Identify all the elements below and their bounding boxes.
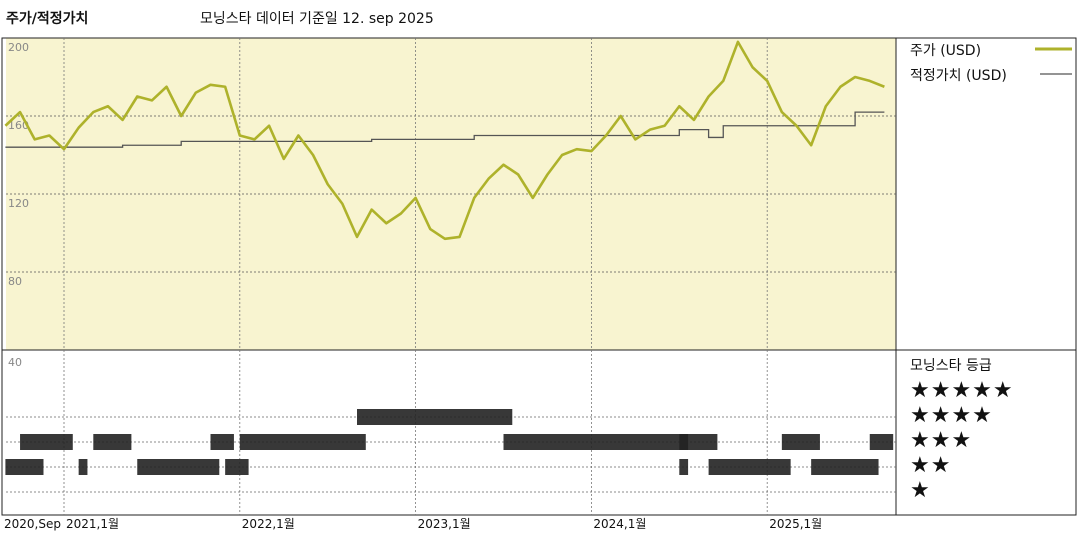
star-row-1: ★ bbox=[910, 478, 931, 503]
rating-period-bar bbox=[679, 434, 718, 450]
star-row-3: ★★★ bbox=[910, 428, 973, 453]
rating-period-bar bbox=[137, 459, 220, 475]
rating-timeline bbox=[5, 409, 894, 475]
x-tick-label: 2023,1월 bbox=[418, 517, 471, 531]
rating-period-bar bbox=[357, 409, 513, 425]
rating-period-bar bbox=[869, 434, 894, 450]
fair-value-line bbox=[5, 111, 885, 148]
rating-period-bar bbox=[20, 434, 73, 450]
x-tick-label: 2020,Sep bbox=[4, 517, 61, 531]
rating-period-bar bbox=[239, 434, 366, 450]
data-date-subtitle: 모닝스타 데이터 기준일 12. sep 2025 bbox=[200, 11, 434, 27]
rating-period-bar bbox=[811, 459, 879, 475]
rating-period-bar bbox=[78, 459, 88, 475]
x-tick-label: 2022,1월 bbox=[242, 517, 295, 531]
y-tick-label: 160 bbox=[8, 119, 29, 132]
star-row-5: ★★★★★ bbox=[910, 378, 1014, 403]
y-axis-ticks: 200 160 120 80 40 bbox=[8, 41, 29, 369]
rating-legend-title: 모닝스타 등급 bbox=[910, 358, 992, 374]
rating-period-bar bbox=[708, 459, 791, 475]
x-tick-label: 2025,1월 bbox=[769, 517, 822, 531]
star-row-4: ★★★★ bbox=[910, 403, 993, 428]
chart-title: 주가/적정가치 bbox=[6, 11, 89, 27]
y-tick-label: 120 bbox=[8, 197, 29, 210]
rating-period-bar bbox=[93, 434, 132, 450]
rating-period-bar bbox=[225, 459, 249, 475]
price-line bbox=[4, 40, 885, 241]
y-tick-label: 200 bbox=[8, 41, 29, 54]
chart-series bbox=[4, 40, 885, 241]
x-tick-label: 2021,1월 bbox=[66, 517, 119, 531]
star-row-2: ★★ bbox=[910, 453, 952, 478]
legend-price-label: 주가 (USD) bbox=[910, 43, 982, 59]
rating-period-bar bbox=[210, 434, 234, 450]
rating-period-bar bbox=[781, 434, 820, 450]
y-tick-label: 40 bbox=[8, 356, 22, 369]
legend-swatches bbox=[1035, 47, 1072, 75]
rating-period-bar bbox=[5, 459, 44, 475]
legend-fair-value-label: 적정가치 (USD) bbox=[910, 68, 1007, 84]
rating-period-bar bbox=[503, 434, 689, 450]
y-tick-label: 80 bbox=[8, 275, 22, 288]
x-tick-label: 2024,1월 bbox=[593, 517, 646, 531]
rating-period-bar bbox=[679, 459, 689, 475]
chart-border bbox=[1, 37, 1077, 516]
x-axis-ticks: 2020,Sep 2021,1월 2022,1월 2023,1월 2024,1월 2025… bbox=[4, 517, 822, 531]
